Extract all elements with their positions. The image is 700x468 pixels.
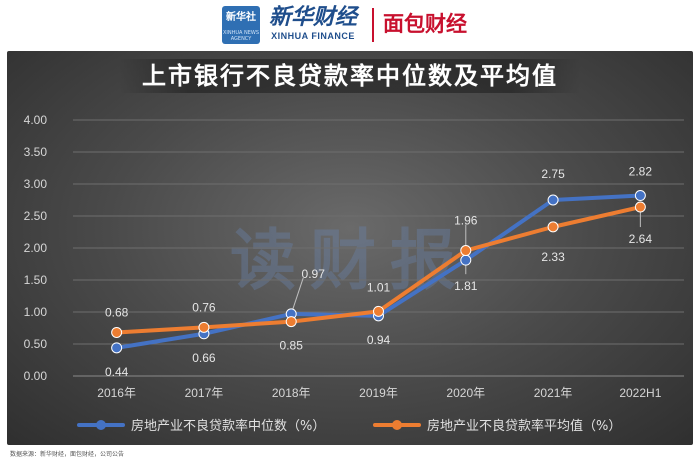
mianbao-finance-logo: 面包财经: [383, 12, 467, 36]
median-data-label: 0.94: [367, 333, 391, 347]
y-tick-label: 0.00: [24, 369, 48, 383]
median-data-point: [460, 254, 472, 266]
median-data-label: 0.44: [105, 365, 129, 379]
x-tick-label: 2016年: [97, 386, 136, 400]
xinhua-badge-text: 新华社: [226, 12, 256, 23]
y-tick-label: 2.50: [24, 209, 48, 223]
xinhua-badge-subtext: XINHUA NEWS AGENCY: [222, 30, 260, 42]
median-data-label: 1.81: [454, 279, 478, 293]
mean-data-point: [460, 245, 472, 257]
x-tick-label: 2017年: [185, 386, 224, 400]
x-tick-label: 2019年: [359, 386, 398, 400]
label-leader-line: [290, 277, 304, 315]
mean-data-point: [634, 201, 646, 213]
chart-panel: 上市银行不良贷款率中位数及平均值 读财报 0.00 0.50 1.00 1.50 2.0…: [7, 51, 693, 445]
mean-data-label: 0.85: [280, 339, 304, 353]
x-tick-label: 2020年: [446, 386, 485, 400]
x-tick-label: 2022H1: [619, 386, 661, 400]
legend-median-label: 房地产业不良贷款率中位数（%）: [131, 418, 325, 434]
x-tick-label: 2021年: [534, 386, 573, 400]
chart-title: 上市银行不良贷款率中位数及平均值: [142, 62, 558, 90]
median-data-label: 0.97: [302, 267, 326, 281]
legend-mean-marker: [392, 420, 402, 430]
mean-data-point: [547, 221, 559, 233]
median-data-point: [547, 194, 559, 206]
mean-data-point: [111, 326, 123, 338]
header-divider: [372, 8, 374, 42]
y-tick-label: 0.50: [24, 337, 48, 351]
median-data-label: 2.82: [629, 165, 653, 179]
mean-data-point: [373, 305, 384, 317]
mean-data-label: 2.33: [541, 250, 565, 264]
y-tick-label: 3.50: [24, 145, 48, 159]
title-band: [119, 59, 581, 93]
mean-data-label: 1.96: [454, 214, 478, 228]
y-tick-label: 2.00: [24, 241, 48, 255]
legend-median-marker: [96, 420, 106, 430]
mean-data-label: 1.01: [367, 280, 391, 294]
y-tick-label: 1.00: [24, 305, 48, 319]
x-tick-label: 2018年: [272, 386, 311, 400]
median-data-label: 2.75: [541, 167, 565, 181]
xinhua-finance-logo-en: XINHUA FINANCE: [271, 31, 355, 41]
xinhua-finance-logo-cn: 新华财经: [268, 4, 357, 30]
mean-data-label: 0.68: [105, 305, 129, 319]
line-chart: 读财报 0.00 0.50 1.00 1.50 2.00 2.50 3.00 3.50 4.00…: [24, 113, 684, 434]
mean-data-label: 2.64: [629, 232, 653, 246]
mean-data-point: [198, 321, 210, 333]
y-tick-label: 3.00: [24, 177, 48, 191]
median-data-label: 0.66: [192, 351, 216, 365]
median-data-point: [634, 190, 646, 202]
y-tick-label: 4.00: [24, 113, 48, 127]
mean-data-label: 0.76: [192, 300, 216, 314]
source-note: 数据来源：新华财经，面包财经，公司公告: [10, 451, 125, 458]
mean-data-point: [285, 316, 297, 328]
xinhua-news-agency-logo: 新华社 XINHUA NEWS AGENCY: [222, 6, 260, 44]
legend-mean-label: 房地产业不良贷款率平均值（%）: [427, 418, 621, 434]
watermark-text: 读财报: [230, 222, 470, 299]
header: 新华社 XINHUA NEWS AGENCY 新华财经 XINHUA FINAN…: [0, 0, 700, 50]
median-data-point: [111, 342, 123, 354]
y-tick-label: 1.50: [24, 273, 48, 287]
